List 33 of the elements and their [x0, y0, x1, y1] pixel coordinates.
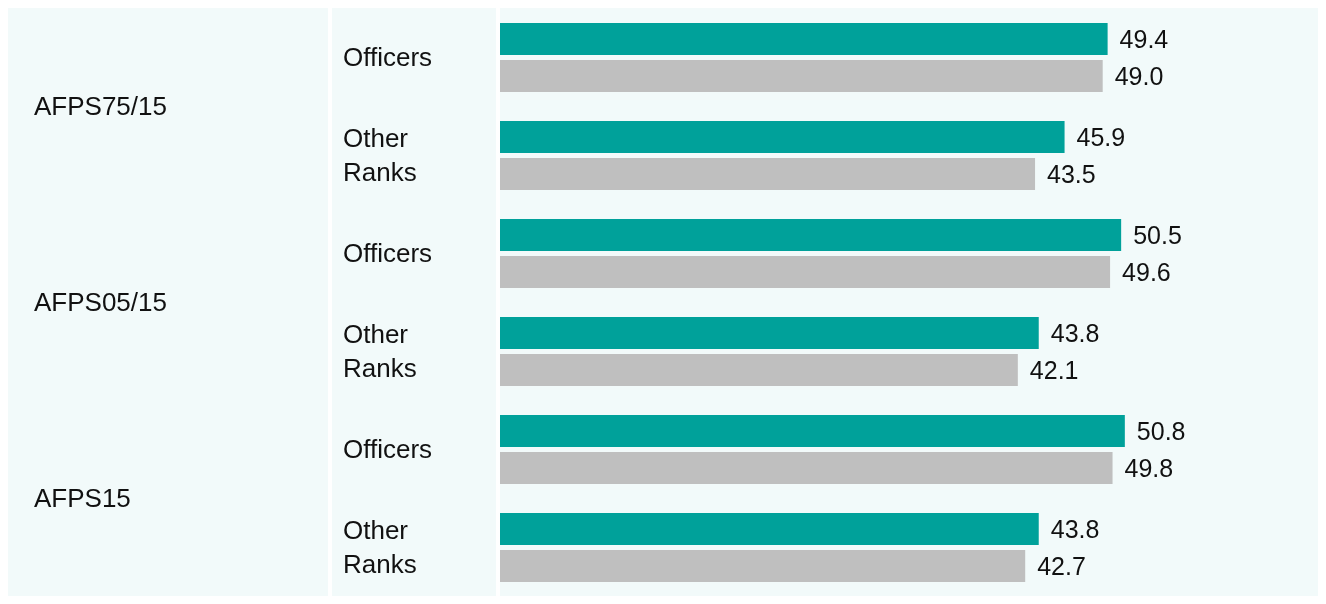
data-label: 50.8 [1136, 416, 1186, 445]
text: AFPS75/15 [34, 89, 167, 123]
y-tick-label: Other Ranks [343, 123, 417, 188]
text: AFPS15 [34, 481, 131, 515]
data-label: 45.9 [1076, 122, 1126, 151]
data-label: 49.8 [1124, 453, 1174, 482]
y-tick-label: Other Ranks [343, 515, 417, 580]
data-label: 43.8 [1050, 514, 1100, 543]
data-label: 43.8 [1050, 318, 1100, 347]
bar [500, 317, 1039, 349]
text: AFPS05/15 [34, 285, 167, 319]
data-label: 49.6 [1122, 257, 1171, 286]
bar [500, 256, 1111, 288]
bar [500, 513, 1039, 545]
bar [500, 452, 1113, 484]
bar [500, 415, 1125, 447]
data-label: 42.1 [1029, 355, 1079, 384]
bar [500, 354, 1018, 386]
bar [500, 550, 1026, 582]
y-tick-label: Officers [343, 42, 433, 73]
data-label: 49.0 [1114, 61, 1164, 90]
bar [500, 158, 1036, 190]
data-label: 42.7 [1037, 551, 1086, 580]
data-label: 49.4 [1119, 24, 1169, 53]
y-tick-label: Officers [343, 238, 433, 269]
bar [500, 219, 1122, 251]
data-label: 43.5 [1047, 159, 1096, 188]
bar [500, 23, 1108, 55]
y-tick-label: Officers [343, 434, 433, 465]
bar [500, 121, 1065, 153]
bar [500, 60, 1103, 92]
data-label: 50.5 [1133, 220, 1182, 249]
y-tick-label: Other Ranks [343, 319, 417, 384]
